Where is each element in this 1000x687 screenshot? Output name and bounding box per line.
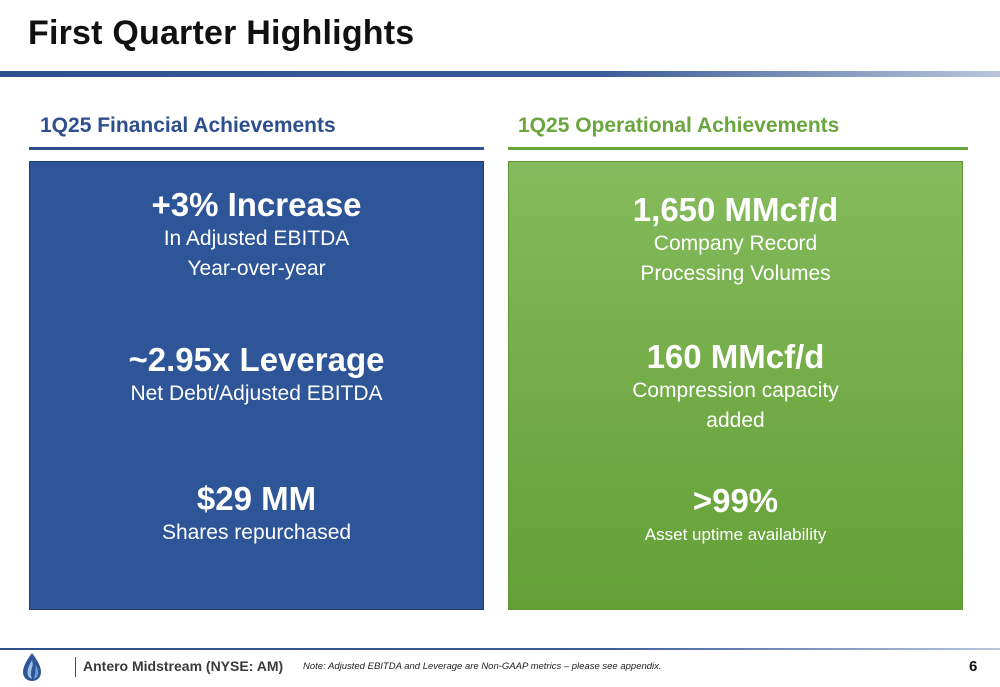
operational-heading: 1Q25 Operational Achievements bbox=[518, 114, 840, 137]
financial-panel: +3% Increase In Adjusted EBITDA Year-ove… bbox=[29, 161, 484, 610]
financial-heading: 1Q25 Financial Achievements bbox=[40, 114, 336, 137]
financial-item-headline: $29 MM bbox=[196, 480, 317, 517]
operational-item-headline: 160 MMcf/d bbox=[646, 338, 825, 375]
financial-item-line: Year-over-year bbox=[187, 257, 326, 280]
financial-item-line: Net Debt/Adjusted EBITDA bbox=[130, 382, 383, 405]
operational-item-compression: 160 MMcf/d Compression capacity added bbox=[509, 338, 962, 436]
operational-item-uptime: >99% Asset uptime availability bbox=[509, 482, 962, 548]
financial-item-line: In Adjusted EBITDA bbox=[163, 227, 350, 250]
slide-title: First Quarter Highlights bbox=[28, 14, 415, 52]
company-name: Antero Midstream (NYSE: AM) bbox=[83, 658, 284, 674]
operational-panel: 1,650 MMcf/d Company Record Processing V… bbox=[508, 161, 963, 610]
footer-divider bbox=[75, 657, 76, 677]
flame-drop-icon bbox=[18, 652, 46, 682]
title-rule bbox=[0, 71, 1000, 77]
operational-item-processing: 1,650 MMcf/d Company Record Processing V… bbox=[509, 191, 962, 289]
operational-item-headline: 1,650 MMcf/d bbox=[632, 191, 839, 228]
operational-item-line: Company Record bbox=[653, 232, 818, 255]
page-number: 6 bbox=[969, 658, 978, 675]
footer-rule bbox=[0, 648, 1000, 650]
operational-item-line: Asset uptime availability bbox=[644, 525, 827, 544]
financial-item-headline: +3% Increase bbox=[151, 186, 362, 223]
operational-item-line: Processing Volumes bbox=[640, 262, 831, 285]
operational-item-headline: >99% bbox=[692, 482, 779, 519]
financial-item-leverage: ~2.95x Leverage Net Debt/Adjusted EBITDA bbox=[30, 341, 483, 409]
financial-item-buyback: $29 MM Shares repurchased bbox=[30, 480, 483, 548]
financial-item-headline: ~2.95x Leverage bbox=[128, 341, 385, 378]
footnote: Note: Adjusted EBITDA and Leverage are N… bbox=[303, 661, 662, 672]
financial-item-line: Shares repurchased bbox=[161, 521, 352, 544]
financial-item-ebitda: +3% Increase In Adjusted EBITDA Year-ove… bbox=[30, 186, 483, 284]
operational-heading-rule bbox=[508, 147, 968, 150]
operational-item-line: Compression capacity bbox=[632, 379, 839, 402]
operational-item-line: added bbox=[706, 409, 765, 432]
financial-heading-rule bbox=[29, 147, 484, 150]
